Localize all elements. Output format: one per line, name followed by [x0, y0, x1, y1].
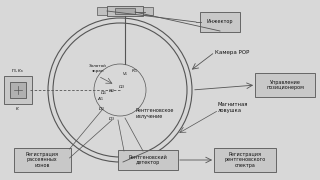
FancyBboxPatch shape: [107, 6, 143, 16]
Text: Магнитная
ловушка: Магнитная ловушка: [218, 102, 249, 113]
FancyBboxPatch shape: [118, 150, 178, 170]
Text: Рентгеновское
излучение: Рентгеновское излучение: [135, 108, 173, 119]
Text: $D_2$: $D_2$: [99, 105, 106, 113]
Text: Регистрация
рассеянных
ионов: Регистрация рассеянных ионов: [26, 152, 59, 168]
FancyBboxPatch shape: [10, 82, 26, 98]
FancyBboxPatch shape: [143, 7, 153, 15]
FancyBboxPatch shape: [97, 7, 107, 15]
Text: Рентгеновский
детектор: Рентгеновский детектор: [129, 155, 167, 165]
Text: $\Omega_1$: $\Omega_1$: [100, 89, 108, 97]
Text: Регистрация
рентгеновского
спектра: Регистрация рентгеновского спектра: [224, 152, 266, 168]
Text: $\Gamma_0, K_\kappa$: $\Gamma_0, K_\kappa$: [11, 67, 25, 75]
Text: Камера РОР: Камера РОР: [215, 50, 249, 55]
Text: $R_1$: $R_1$: [131, 67, 137, 75]
FancyBboxPatch shape: [13, 148, 70, 172]
Text: $D_3$: $D_3$: [108, 115, 116, 123]
Text: $\Omega_2$: $\Omega_2$: [108, 87, 116, 95]
FancyBboxPatch shape: [214, 148, 276, 172]
Text: $K$: $K$: [15, 105, 20, 112]
Text: Управление
позиционером: Управление позиционером: [266, 80, 304, 90]
Text: Золотой
экран: Золотой экран: [89, 64, 107, 73]
FancyBboxPatch shape: [200, 12, 240, 32]
FancyBboxPatch shape: [4, 76, 32, 104]
FancyBboxPatch shape: [255, 73, 315, 97]
Text: $\Omega_3$: $\Omega_3$: [118, 83, 125, 91]
Text: Инжектор: Инжектор: [207, 19, 233, 24]
Text: $V_1$: $V_1$: [122, 70, 128, 78]
FancyBboxPatch shape: [115, 8, 135, 14]
Text: $A_1$: $A_1$: [97, 95, 103, 103]
